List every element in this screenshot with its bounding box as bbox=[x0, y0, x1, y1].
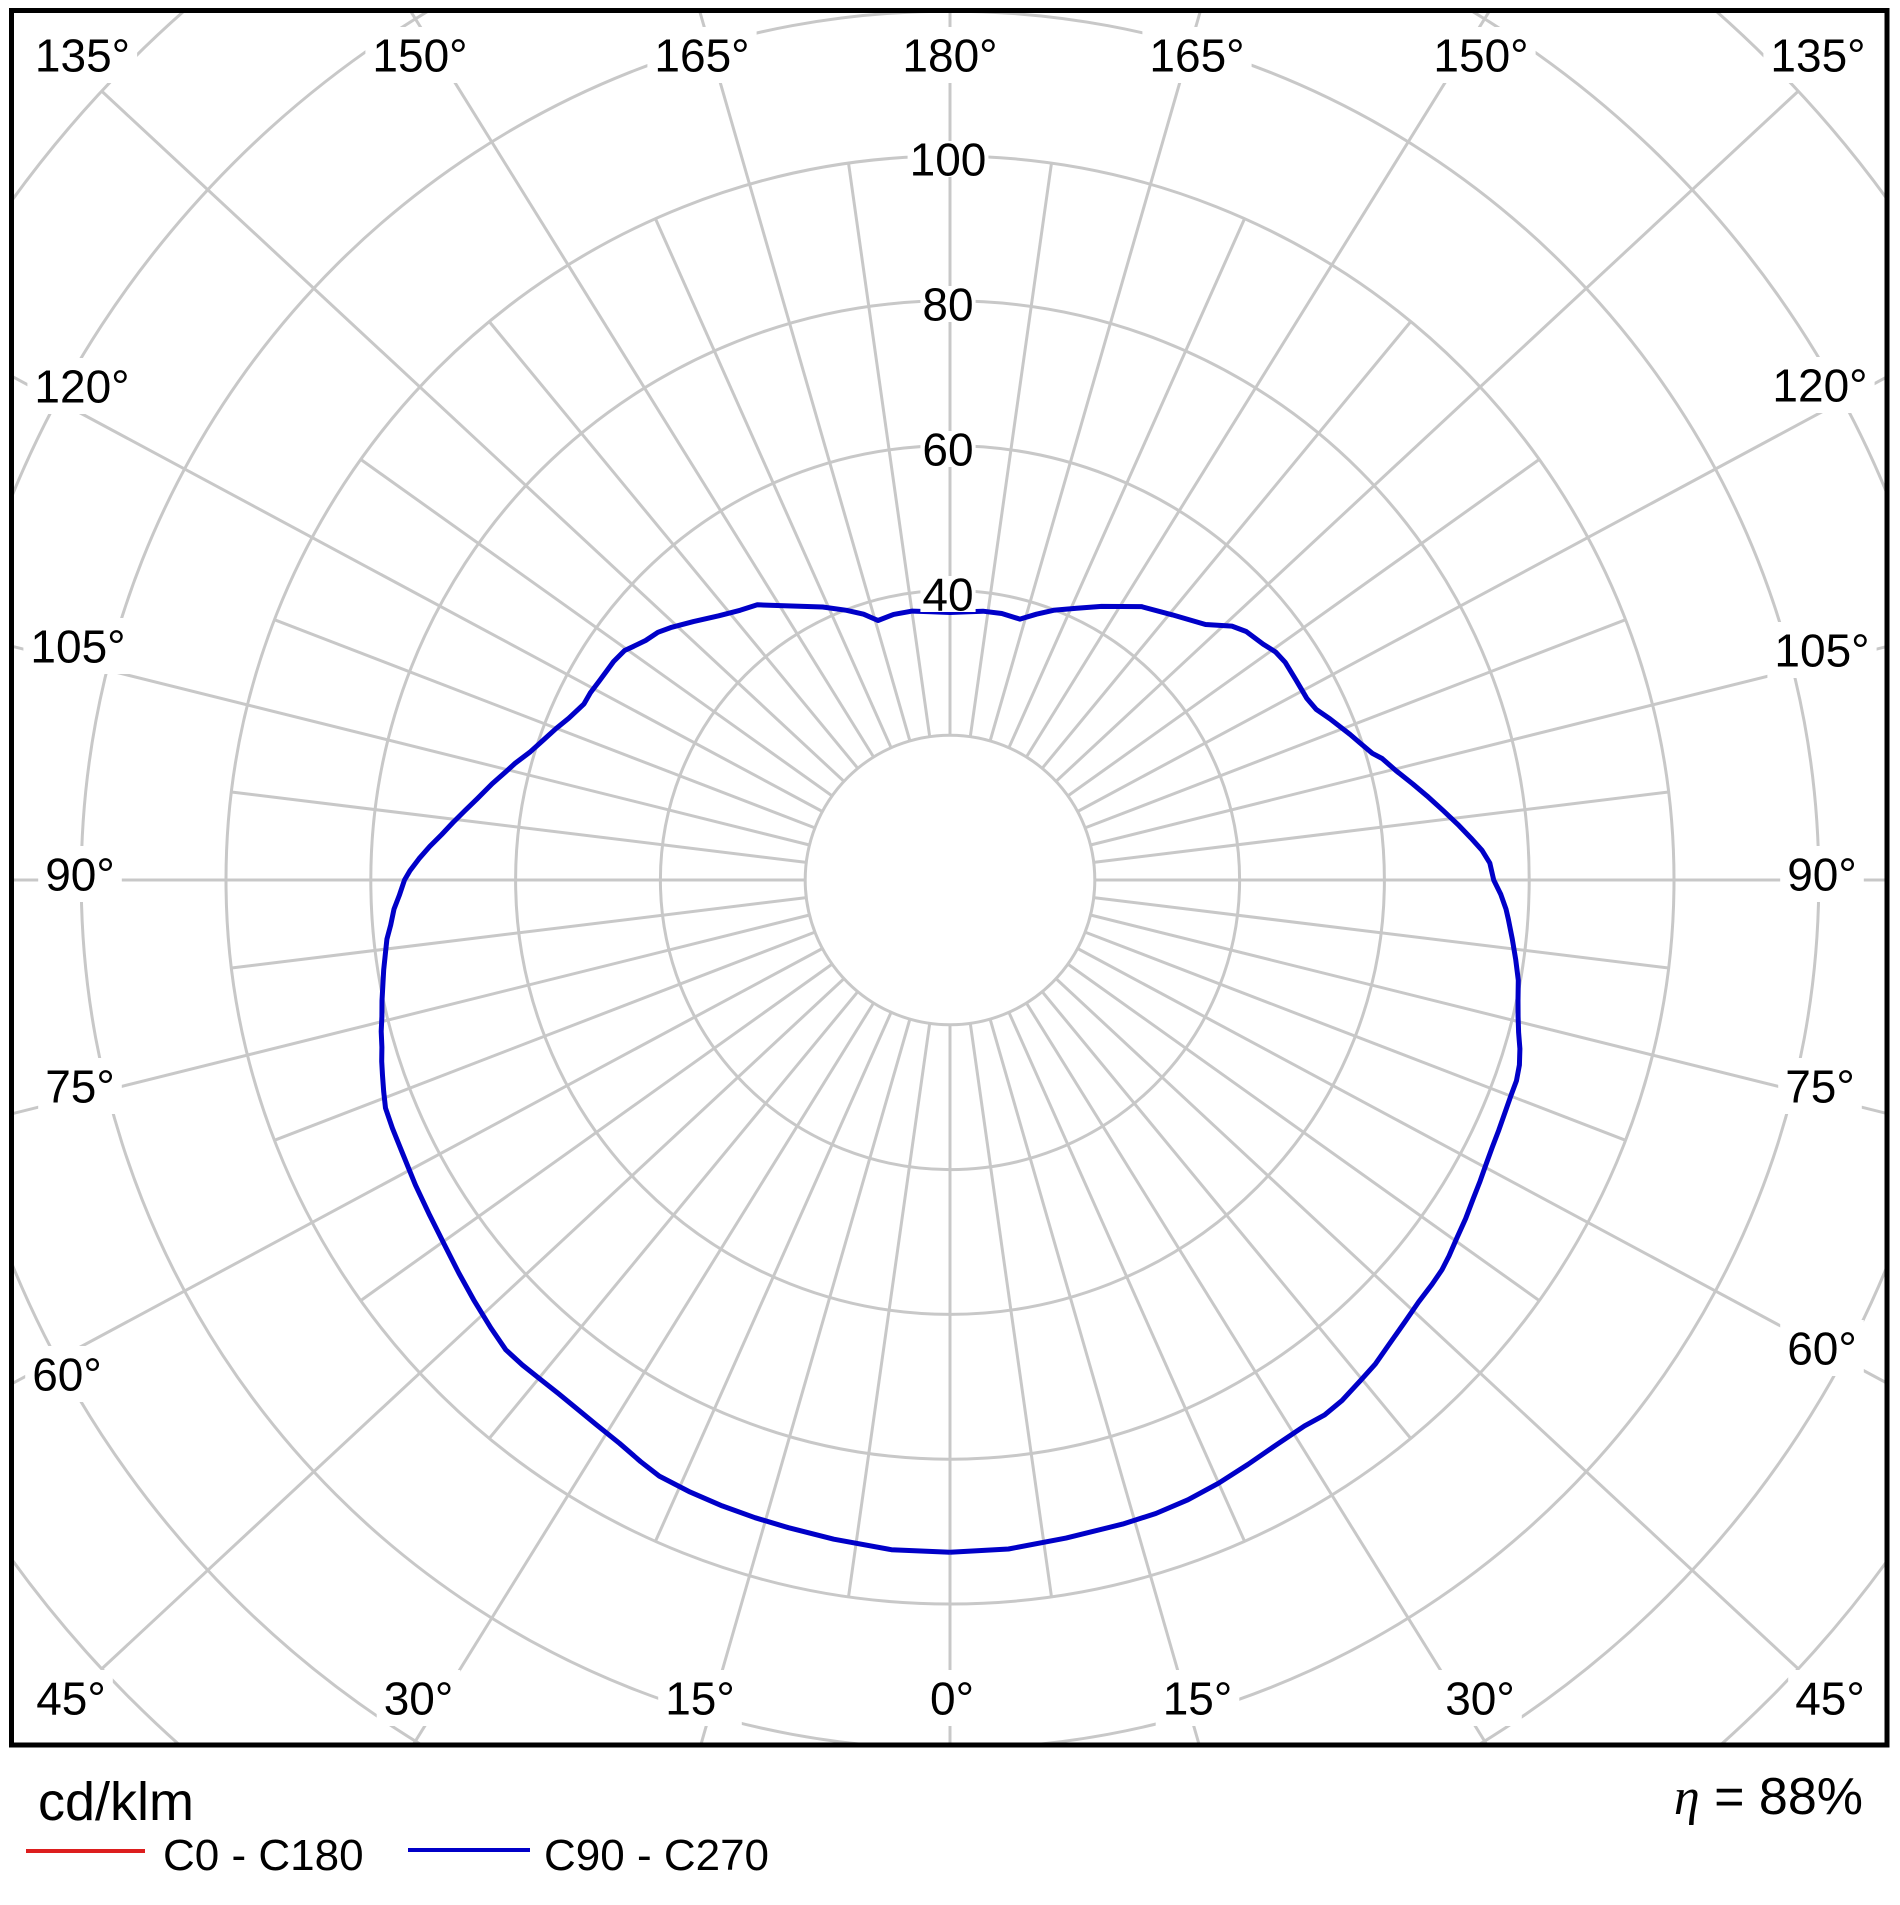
svg-text:80: 80 bbox=[922, 279, 973, 331]
svg-text:105°: 105° bbox=[1774, 625, 1869, 677]
svg-text:60: 60 bbox=[922, 424, 973, 476]
svg-text:η = 88%: η = 88% bbox=[1674, 1768, 1863, 1826]
svg-text:15°: 15° bbox=[665, 1673, 735, 1725]
svg-text:120°: 120° bbox=[34, 361, 129, 413]
svg-text:165°: 165° bbox=[654, 30, 749, 82]
svg-text:30°: 30° bbox=[384, 1673, 454, 1725]
svg-text:45°: 45° bbox=[1795, 1673, 1865, 1725]
svg-text:105°: 105° bbox=[30, 621, 125, 673]
svg-text:100: 100 bbox=[910, 134, 987, 186]
svg-text:C90 - C270: C90 - C270 bbox=[544, 1831, 769, 1880]
svg-text:40: 40 bbox=[922, 569, 973, 621]
svg-text:75°: 75° bbox=[45, 1061, 115, 1113]
svg-text:cd/klm: cd/klm bbox=[38, 1772, 194, 1832]
svg-text:15°: 15° bbox=[1163, 1673, 1233, 1725]
svg-text:150°: 150° bbox=[372, 30, 467, 82]
svg-text:90°: 90° bbox=[1787, 849, 1857, 901]
svg-text:135°: 135° bbox=[35, 30, 130, 82]
svg-text:45°: 45° bbox=[36, 1673, 106, 1725]
svg-text:30°: 30° bbox=[1445, 1673, 1515, 1725]
svg-text:120°: 120° bbox=[1772, 360, 1867, 412]
svg-text:60°: 60° bbox=[32, 1349, 102, 1401]
svg-text:C0 - C180: C0 - C180 bbox=[163, 1831, 364, 1880]
svg-text:150°: 150° bbox=[1433, 30, 1528, 82]
svg-text:0°: 0° bbox=[930, 1673, 974, 1725]
svg-text:75°: 75° bbox=[1785, 1061, 1855, 1113]
svg-text:90°: 90° bbox=[45, 849, 115, 901]
svg-text:165°: 165° bbox=[1149, 30, 1244, 82]
svg-text:135°: 135° bbox=[1770, 30, 1865, 82]
svg-text:60°: 60° bbox=[1787, 1323, 1857, 1375]
svg-text:180°: 180° bbox=[902, 30, 997, 82]
